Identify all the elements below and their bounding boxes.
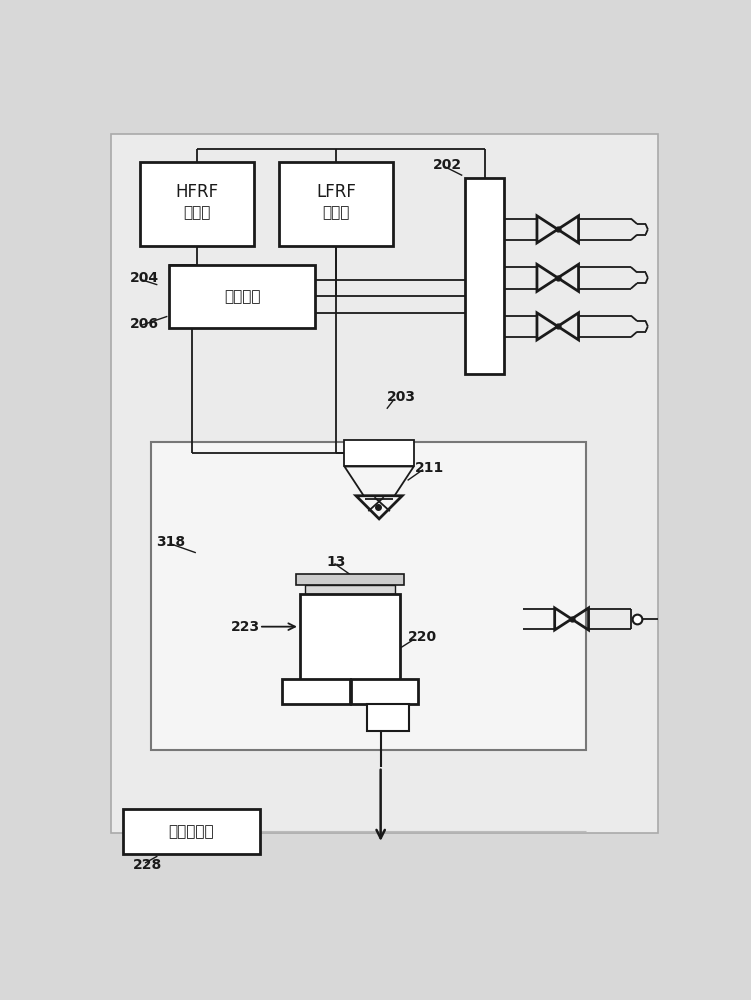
Bar — [122, 809, 260, 854]
Text: 系统控制器: 系统控制器 — [168, 824, 214, 839]
Text: 202: 202 — [433, 158, 462, 172]
Text: 220: 220 — [408, 630, 437, 644]
Bar — [300, 594, 400, 681]
Text: LFRF: LFRF — [316, 183, 356, 201]
Text: HFRF: HFRF — [176, 183, 219, 201]
Bar — [151, 442, 587, 750]
Bar — [366, 704, 409, 731]
Text: 发生器: 发生器 — [322, 205, 350, 220]
Text: 发生器: 发生器 — [184, 205, 211, 220]
Text: 203: 203 — [387, 390, 416, 404]
Text: 13: 13 — [327, 555, 346, 569]
Text: 318: 318 — [155, 535, 185, 549]
Text: 204: 204 — [130, 271, 158, 285]
Bar — [279, 162, 393, 246]
Bar — [305, 585, 394, 594]
Text: 匹配网络: 匹配网络 — [224, 289, 261, 304]
Text: 223: 223 — [231, 620, 260, 634]
Bar — [282, 679, 350, 704]
Text: 228: 228 — [133, 858, 162, 872]
Bar — [140, 162, 255, 246]
Bar — [169, 265, 315, 328]
Bar — [296, 574, 404, 585]
Text: 211: 211 — [415, 461, 445, 475]
Bar — [351, 679, 418, 704]
Text: 206: 206 — [130, 317, 158, 331]
Bar — [466, 178, 504, 374]
Bar — [345, 440, 414, 466]
